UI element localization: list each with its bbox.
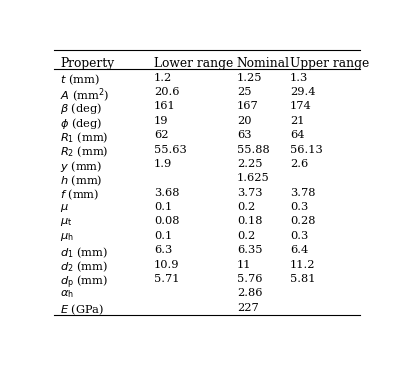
Text: 1.25: 1.25	[237, 73, 262, 83]
Text: 64: 64	[290, 130, 305, 140]
Text: 11.2: 11.2	[290, 259, 316, 269]
Text: 3.73: 3.73	[237, 188, 262, 198]
Text: 10.9: 10.9	[154, 259, 179, 269]
Text: 5.81: 5.81	[290, 274, 316, 284]
Text: $\phi$ (deg): $\phi$ (deg)	[60, 116, 102, 131]
Text: Lower range: Lower range	[154, 57, 233, 70]
Text: 11: 11	[237, 259, 251, 269]
Text: 1.625: 1.625	[237, 173, 269, 183]
Text: $d_1$ (mm): $d_1$ (mm)	[60, 245, 108, 260]
Text: 227: 227	[237, 303, 259, 313]
Text: 0.08: 0.08	[154, 216, 179, 227]
Text: 20.6: 20.6	[154, 87, 179, 97]
Text: $R_1$ (mm): $R_1$ (mm)	[60, 130, 108, 145]
Text: 0.3: 0.3	[290, 202, 308, 212]
Text: 1.2: 1.2	[154, 73, 172, 83]
Text: 62: 62	[154, 130, 168, 140]
Text: 174: 174	[290, 101, 312, 111]
Text: 1.3: 1.3	[290, 73, 308, 83]
Text: 3.68: 3.68	[154, 188, 179, 198]
Text: 19: 19	[154, 116, 168, 126]
Text: 56.13: 56.13	[290, 145, 323, 154]
Text: $f$ (mm): $f$ (mm)	[60, 188, 99, 202]
Text: 161: 161	[154, 101, 176, 111]
Text: 5.76: 5.76	[237, 274, 262, 284]
Text: $\mu_\mathrm{t}$: $\mu_\mathrm{t}$	[60, 216, 72, 228]
Text: 0.1: 0.1	[154, 231, 172, 241]
Text: 0.28: 0.28	[290, 216, 316, 227]
Text: 167: 167	[237, 101, 259, 111]
Text: 20: 20	[237, 116, 251, 126]
Text: Property: Property	[60, 57, 114, 70]
Text: $A$ (mm$^2$): $A$ (mm$^2$)	[60, 87, 109, 105]
Text: 6.35: 6.35	[237, 245, 262, 255]
Text: $E$ (GPa): $E$ (GPa)	[60, 303, 104, 317]
Text: 6.4: 6.4	[290, 245, 308, 255]
Text: 55.63: 55.63	[154, 145, 187, 154]
Text: $d_2$ (mm): $d_2$ (mm)	[60, 259, 108, 274]
Text: 0.2: 0.2	[237, 202, 255, 212]
Text: Nominal: Nominal	[237, 57, 290, 70]
Text: Upper range: Upper range	[290, 57, 369, 70]
Text: $d_\mathrm{p}$ (mm): $d_\mathrm{p}$ (mm)	[60, 274, 107, 291]
Text: 29.4: 29.4	[290, 87, 316, 97]
Text: 3.78: 3.78	[290, 188, 316, 198]
Text: $h$ (mm): $h$ (mm)	[60, 173, 102, 188]
Text: $R_2$ (mm): $R_2$ (mm)	[60, 145, 108, 159]
Text: $\mu$: $\mu$	[60, 202, 69, 214]
Text: 25: 25	[237, 87, 251, 97]
Text: 0.3: 0.3	[290, 231, 308, 241]
Text: $\alpha_\mathrm{h}$: $\alpha_\mathrm{h}$	[60, 288, 74, 300]
Text: 21: 21	[290, 116, 305, 126]
Text: 55.88: 55.88	[237, 145, 269, 154]
Text: 0.18: 0.18	[237, 216, 262, 227]
Text: $\mu_\mathrm{h}$: $\mu_\mathrm{h}$	[60, 231, 74, 243]
Text: 0.2: 0.2	[237, 231, 255, 241]
Text: $\beta$ (deg): $\beta$ (deg)	[60, 101, 102, 116]
Text: 63: 63	[237, 130, 251, 140]
Text: 2.6: 2.6	[290, 159, 308, 169]
Text: 2.25: 2.25	[237, 159, 262, 169]
Text: 2.86: 2.86	[237, 288, 262, 298]
Text: 1.9: 1.9	[154, 159, 172, 169]
Text: 5.71: 5.71	[154, 274, 179, 284]
Text: $t$ (mm): $t$ (mm)	[60, 73, 99, 87]
Text: 0.1: 0.1	[154, 202, 172, 212]
Text: 6.3: 6.3	[154, 245, 172, 255]
Text: $y$ (mm): $y$ (mm)	[60, 159, 102, 174]
